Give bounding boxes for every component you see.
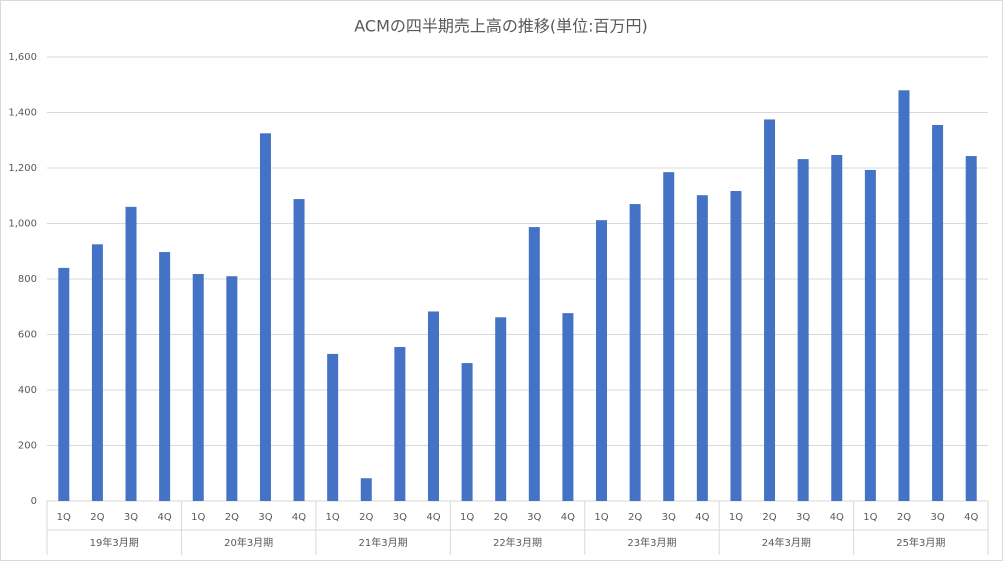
bar [495, 317, 507, 501]
x-group-label: 23年3月期 [627, 536, 676, 549]
x-tick-label: 3Q [527, 512, 541, 523]
bar [596, 220, 608, 502]
x-tick-label: 2Q [494, 512, 508, 523]
y-tick-label: 1,400 [8, 108, 37, 119]
x-group-label: 22年3月期 [493, 536, 542, 549]
x-group-label: 19年3月期 [90, 536, 139, 549]
x-tick-label: 2Q [90, 512, 104, 523]
x-tick-label: 3Q [124, 512, 138, 523]
bar [360, 478, 372, 501]
x-tick-label: 3Q [930, 512, 944, 523]
bar [864, 169, 876, 501]
bar [293, 199, 305, 501]
bar [663, 172, 675, 501]
bar [629, 204, 641, 501]
bar [159, 252, 171, 501]
bar [764, 119, 776, 501]
x-tick-label: 1Q [729, 512, 743, 523]
bar [965, 156, 977, 501]
bar [427, 311, 439, 501]
x-tick-label: 1Q [326, 512, 340, 523]
y-tick-label: 200 [18, 441, 37, 452]
chart-title: ACMの四半期売上高の推移(単位:百万円) [354, 17, 648, 36]
bar [226, 276, 238, 501]
x-tick-label: 3Q [796, 512, 810, 523]
x-tick-label: 3Q [393, 512, 407, 523]
x-tick-label: 1Q [460, 512, 474, 523]
bar [932, 124, 944, 502]
bar [528, 227, 540, 502]
x-tick-label: 1Q [57, 512, 71, 523]
y-tick-label: 800 [18, 274, 37, 285]
bar [696, 195, 708, 501]
x-tick-label: 1Q [191, 512, 205, 523]
bar [831, 154, 843, 501]
x-tick-label: 3Q [258, 512, 272, 523]
y-tick-label: 600 [18, 330, 37, 341]
y-tick-label: 1,600 [8, 52, 37, 63]
bar [797, 159, 809, 501]
x-group-label: 25年3月期 [896, 536, 945, 549]
x-tick-label: 4Q [964, 512, 978, 523]
bar [91, 244, 103, 501]
x-group-label: 21年3月期 [359, 536, 408, 549]
x-tick-label: 4Q [158, 512, 172, 523]
x-tick-label: 2Q [359, 512, 373, 523]
bar [730, 191, 742, 501]
x-tick-label: 2Q [225, 512, 239, 523]
x-group-label: 20年3月期 [224, 536, 273, 549]
bar [58, 267, 70, 501]
bar [327, 353, 339, 501]
x-tick-label: 4Q [426, 512, 440, 523]
x-tick-label: 1Q [594, 512, 608, 523]
x-tick-label: 4Q [830, 512, 844, 523]
bar [394, 346, 406, 501]
x-tick-label: 2Q [897, 512, 911, 523]
x-tick-label: 4Q [695, 512, 709, 523]
x-tick-label: 1Q [863, 512, 877, 523]
bar [461, 363, 473, 501]
y-tick-label: 1,200 [8, 163, 37, 174]
x-tick-label: 4Q [292, 512, 306, 523]
bar [562, 313, 574, 501]
x-tick-label: 4Q [561, 512, 575, 523]
bar [898, 90, 910, 502]
x-group-label: 24年3月期 [762, 536, 811, 549]
x-tick-label: 2Q [762, 512, 776, 523]
y-tick-label: 1,000 [8, 219, 37, 230]
x-tick-label: 3Q [662, 512, 676, 523]
y-tick-label: 400 [18, 385, 37, 396]
bar [259, 133, 271, 501]
bar [125, 206, 137, 501]
bar [192, 274, 204, 501]
y-tick-label: 0 [31, 496, 37, 507]
x-tick-label: 2Q [628, 512, 642, 523]
